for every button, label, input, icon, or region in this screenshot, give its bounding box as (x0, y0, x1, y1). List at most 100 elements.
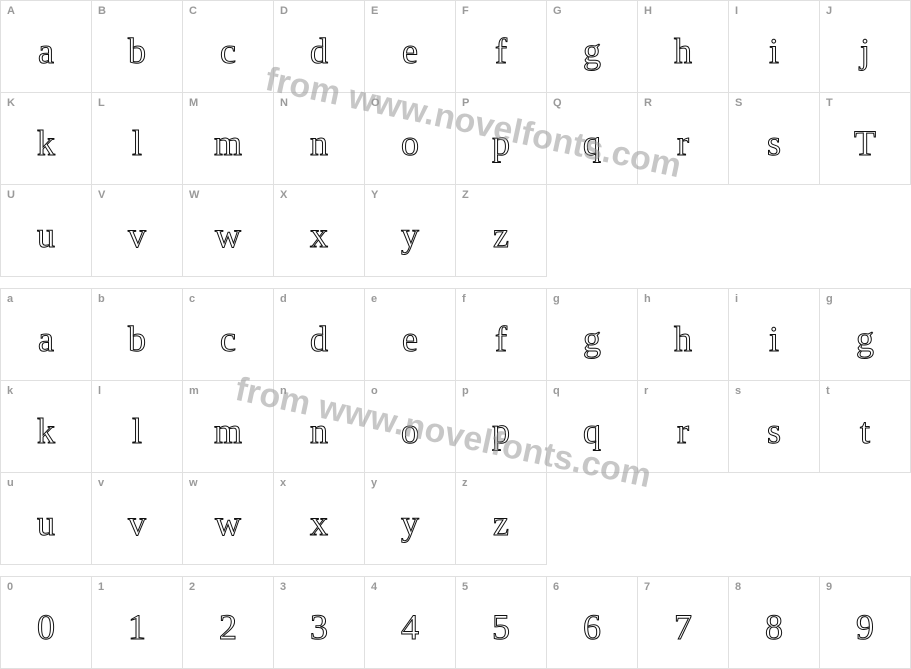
glyph-cell (547, 473, 638, 565)
glyph: 2 (219, 606, 237, 648)
spacer-cell (1, 277, 92, 289)
cell-label: 7 (644, 581, 650, 593)
glyph-cell: ii (729, 289, 820, 381)
glyph-cell: Uu (1, 185, 92, 277)
glyph-cell: Nn (274, 93, 365, 185)
cell-label: l (98, 385, 101, 397)
cell-label: M (189, 97, 198, 109)
spacer-cell (456, 565, 547, 577)
glyph-cell: Jj (820, 1, 911, 93)
cell-label: w (189, 477, 198, 489)
cell-label: 5 (462, 581, 468, 593)
cell-label: r (644, 385, 648, 397)
cell-label: K (7, 97, 15, 109)
cell-label: x (280, 477, 286, 489)
glyph-cell: Qq (547, 93, 638, 185)
glyph: u (37, 214, 55, 256)
glyph: u (37, 502, 55, 544)
cell-label: u (7, 477, 14, 489)
glyph-cell: 77 (638, 577, 729, 669)
cell-label: F (462, 5, 469, 17)
cell-label: a (7, 293, 13, 305)
glyph-cell: Pp (456, 93, 547, 185)
glyph: x (310, 502, 328, 544)
spacer-cell (638, 565, 729, 577)
glyph: d (310, 318, 328, 360)
cell-label: A (7, 5, 15, 17)
spacer-cell (820, 277, 911, 289)
glyph: 3 (310, 606, 328, 648)
glyph: l (132, 122, 142, 164)
glyph-cell: 11 (92, 577, 183, 669)
glyph-cell: TT (820, 93, 911, 185)
spacer-cell (92, 565, 183, 577)
cell-label: s (735, 385, 741, 397)
glyph: e (402, 318, 418, 360)
glyph: 5 (492, 606, 510, 648)
glyph: 9 (856, 606, 874, 648)
glyph-cell: dd (274, 289, 365, 381)
spacer-cell (729, 565, 820, 577)
cell-label: W (189, 189, 199, 201)
glyph-cell: zz (456, 473, 547, 565)
cell-label: E (371, 5, 378, 17)
glyph: 8 (765, 606, 783, 648)
glyph-cell: Mm (183, 93, 274, 185)
glyph-cell: Rr (638, 93, 729, 185)
cell-label: q (553, 385, 560, 397)
glyph: n (310, 122, 328, 164)
glyph: i (769, 30, 779, 72)
cell-label: L (98, 97, 105, 109)
glyph: g (856, 318, 874, 360)
glyph-cell: Bb (92, 1, 183, 93)
cell-label: 1 (98, 581, 104, 593)
glyph-cell: Zz (456, 185, 547, 277)
glyph: 1 (128, 606, 146, 648)
glyph: p (492, 410, 510, 452)
glyph-cell: vv (92, 473, 183, 565)
cell-label: S (735, 97, 742, 109)
cell-label: O (371, 97, 380, 109)
glyph-cell: Yy (365, 185, 456, 277)
glyph: z (493, 214, 509, 256)
glyph-cell: ll (92, 381, 183, 473)
cell-label: P (462, 97, 469, 109)
cell-label: f (462, 293, 466, 305)
cell-label: I (735, 5, 738, 17)
glyph: r (677, 122, 689, 164)
glyph-cell: uu (1, 473, 92, 565)
glyph-cell: yy (365, 473, 456, 565)
cell-label: J (826, 5, 832, 17)
glyph: s (767, 122, 781, 164)
cell-label: B (98, 5, 106, 17)
glyph-cell: ff (456, 289, 547, 381)
glyph-cell: Kk (1, 93, 92, 185)
spacer-cell (365, 565, 456, 577)
glyph-cell: Oo (365, 93, 456, 185)
glyph: e (402, 30, 418, 72)
glyph-cell: 44 (365, 577, 456, 669)
glyph-cell: kk (1, 381, 92, 473)
glyph: t (860, 410, 870, 452)
glyph: p (492, 122, 510, 164)
cell-label: 8 (735, 581, 741, 593)
cell-label: C (189, 5, 197, 17)
glyph-cell: Ii (729, 1, 820, 93)
glyph-cell: Ss (729, 93, 820, 185)
glyph-cell: Dd (274, 1, 365, 93)
glyph-cell: ss (729, 381, 820, 473)
cell-label: R (644, 97, 652, 109)
glyph-cell (820, 185, 911, 277)
cell-label: H (644, 5, 652, 17)
cell-label: 2 (189, 581, 195, 593)
glyph: q (583, 410, 601, 452)
font-character-map: AaBbCcDdEeFfGgHhIiJjKkLlMmNnOoPpQqRrSsTT… (0, 0, 911, 669)
glyph-cell: rr (638, 381, 729, 473)
glyph-cell: Ll (92, 93, 183, 185)
cell-label: k (7, 385, 13, 397)
glyph: l (132, 410, 142, 452)
glyph-cell: qq (547, 381, 638, 473)
glyph: h (674, 318, 692, 360)
glyph: o (401, 410, 419, 452)
cell-label: b (98, 293, 105, 305)
